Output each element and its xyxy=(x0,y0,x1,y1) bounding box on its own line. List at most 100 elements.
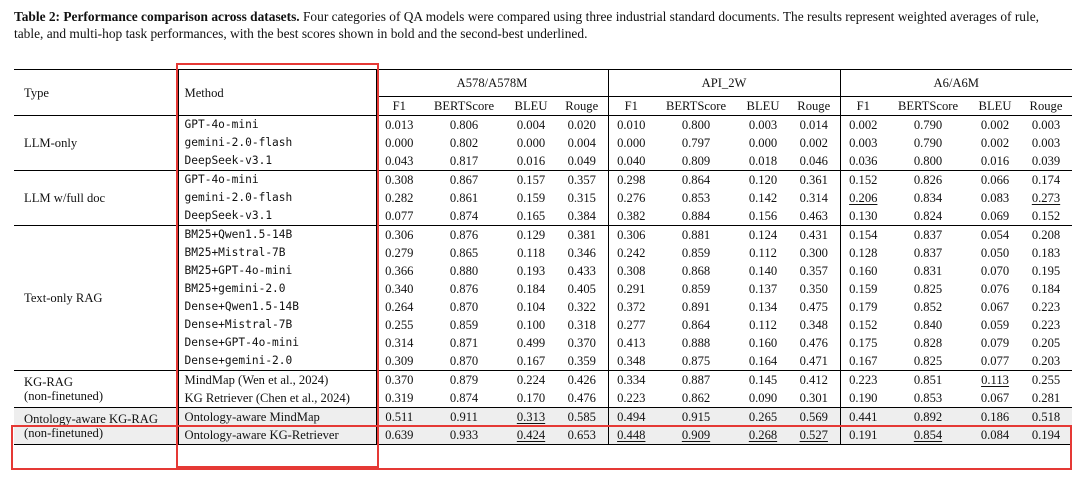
score-cell: 0.043 xyxy=(375,152,422,171)
score-cell: 0.372 xyxy=(607,298,654,316)
score-cell: 0.130 xyxy=(839,207,886,226)
score-cell: 0.090 xyxy=(748,391,778,405)
table-row: gemini-2.0-flash 0.282 0.861 0.159 0.315 0.27… xyxy=(14,189,1072,207)
score-cell: 0.308 xyxy=(375,170,422,189)
header-row-metrics: F1 BERTScore BLEU Rouge F1 BERTScore BLEU Rouge… xyxy=(14,96,1072,116)
method-cell: BM25+gemini-2.0 xyxy=(177,280,376,298)
score-cell: 0.476 xyxy=(799,336,828,350)
score-cell: 0.194 xyxy=(1020,426,1072,445)
score-cell: 0.000 xyxy=(516,136,546,150)
score-cell: 0.308 xyxy=(607,262,654,280)
score-cell: 0.003 xyxy=(1031,136,1061,150)
score-cell: 0.067 xyxy=(980,391,1010,405)
score-cell: 0.475 xyxy=(799,300,828,314)
score-cell: 0.160 xyxy=(748,336,778,350)
score-cell: 0.195 xyxy=(1031,264,1061,278)
method-cell: MindMap (Wen et al., 2024) xyxy=(177,370,376,389)
score-cell: 0.016 xyxy=(516,154,546,168)
score-cell: 0.002 xyxy=(980,118,1010,132)
table-row: Dense+gemini-2.0 0.309 0.870 0.167 0.359 0.34… xyxy=(14,352,1072,371)
score-cell: 0.817 xyxy=(449,154,479,168)
score-cell: 0.164 xyxy=(748,354,778,368)
score-cell: 0.874 xyxy=(449,209,479,223)
score-cell: 0.840 xyxy=(913,318,943,332)
score-cell: 0.268 xyxy=(738,426,788,445)
method-cell: BM25+Mistral-7B xyxy=(177,244,376,262)
score-cell: 0.875 xyxy=(681,354,711,368)
score-cell: 0.067 xyxy=(980,300,1010,314)
score-cell: 0.892 xyxy=(886,407,970,426)
score-cell: 0.203 xyxy=(1031,354,1061,368)
score-cell: 0.039 xyxy=(1031,154,1061,168)
table-row: BM25+gemini-2.0 0.340 0.876 0.184 0.405 0.291… xyxy=(14,280,1072,298)
score-cell: 0.825 xyxy=(913,354,943,368)
score-cell: 0.003 xyxy=(748,118,778,132)
score-cell: 0.000 xyxy=(748,136,778,150)
type-label: (non-finetuned) xyxy=(24,389,104,403)
table-row: KG-RAG (non-finetuned) MindMap (Wen et al.… xyxy=(14,370,1072,408)
score-cell: 0.079 xyxy=(980,336,1010,350)
score-cell: 0.036 xyxy=(839,152,886,171)
table-row: Text-only RAG BM25+Qwen1.5-14B 0.306 0.876 0… xyxy=(14,225,1072,371)
score-cell: 0.003 xyxy=(839,134,886,152)
score-cell: 0.066 xyxy=(970,170,1020,189)
score-cell: 0.129 xyxy=(506,225,556,244)
score-cell: 0.059 xyxy=(980,318,1010,332)
score-cell: 0.880 xyxy=(449,264,479,278)
score-cell: 0.370 xyxy=(375,370,422,389)
score-cell: 0.405 xyxy=(567,282,596,296)
type-label: Ontology-aware KG-RAG xyxy=(24,412,158,426)
header-metric: Rouge xyxy=(1020,96,1072,116)
score-cell: 0.831 xyxy=(913,264,943,278)
score-cell: 0.911 xyxy=(422,407,506,426)
header-metric: Rouge xyxy=(788,96,840,116)
header-metric: BLEU xyxy=(970,96,1020,116)
score-cell: 0.471 xyxy=(799,354,828,368)
score-cell: 0.854 xyxy=(886,426,970,445)
score-cell: 0.306 xyxy=(607,225,654,244)
score-cell: 0.433 xyxy=(567,264,596,278)
score-cell: 0.004 xyxy=(516,118,546,132)
type-label: (non-finetuned) xyxy=(24,426,104,440)
score-cell: 0.348 xyxy=(799,318,828,332)
type-cell: Ontology-aware KG-RAG (non-finetuned) xyxy=(14,407,178,445)
method-cell: gemini-2.0-flash xyxy=(177,134,376,152)
score-cell: 0.000 xyxy=(375,134,422,152)
method-cell: Dense+GPT-4o-mini xyxy=(177,334,376,352)
score-cell: 0.915 xyxy=(654,407,738,426)
type-cell: LLM w/full doc xyxy=(14,170,178,226)
type-cell: LLM-only xyxy=(14,116,178,171)
score-cell: 0.859 xyxy=(681,282,711,296)
score-cell: 0.322 xyxy=(567,300,596,314)
score-cell: 0.264 xyxy=(375,298,422,316)
score-cell: 0.191 xyxy=(839,426,886,445)
table-row: LLM w/full doc GPT-4o-mini 0.308 0.867 0.157… xyxy=(14,170,1072,226)
table-row: Ontology-aware KG-Retriever 0.639 0.933 0.4… xyxy=(14,426,1072,445)
score-cell: 0.864 xyxy=(654,170,738,189)
score-cell: 0.891 xyxy=(681,300,711,314)
table-caption: Table 2: Performance comparison across d… xyxy=(14,8,1070,42)
score-cell: 0.511 xyxy=(375,407,422,426)
caption-text: Four categories of QA models were compar… xyxy=(14,9,1039,41)
score-cell: 0.160 xyxy=(839,262,886,280)
score-cell: 0.370 xyxy=(567,336,596,350)
score-cell: 0.223 xyxy=(1031,300,1061,314)
score-cell: 0.790 xyxy=(913,136,943,150)
score-cell: 0.790 xyxy=(913,118,943,132)
score-cell: 0.476 xyxy=(567,391,596,405)
score-cell: 0.223 xyxy=(839,370,886,389)
score-cell: 0.826 xyxy=(886,170,970,189)
score-cell: 0.020 xyxy=(567,118,596,132)
score-cell: 0.242 xyxy=(607,244,654,262)
score-cell: 0.361 xyxy=(788,170,840,189)
score-cell: 0.852 xyxy=(913,300,943,314)
score-cell: 0.104 xyxy=(516,300,546,314)
score-cell: 0.205 xyxy=(1031,336,1061,350)
score-cell: 0.167 xyxy=(839,352,886,371)
score-cell: 0.382 xyxy=(607,207,654,226)
score-cell: 0.806 xyxy=(449,118,479,132)
score-cell: 0.585 xyxy=(556,407,608,426)
header-metric: Rouge xyxy=(556,96,608,116)
score-cell: 0.871 xyxy=(449,336,479,350)
type-cell: Text-only RAG xyxy=(14,225,178,371)
